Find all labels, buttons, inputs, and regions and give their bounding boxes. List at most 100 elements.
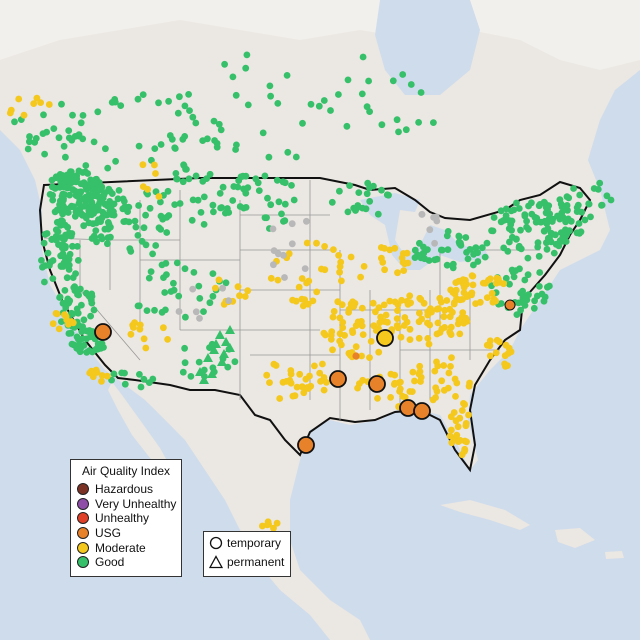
- moderate-monitor-marker: [432, 384, 440, 392]
- good-monitor-marker: [132, 223, 140, 231]
- good-monitor-marker: [40, 111, 47, 119]
- moderate-monitor-marker: [496, 338, 503, 346]
- usg-temporary-monitor[interactable]: [329, 370, 347, 388]
- good-monitor-marker: [163, 271, 170, 278]
- good-monitor-marker: [502, 274, 510, 282]
- moderate-monitor-marker: [360, 263, 368, 270]
- good-monitor-marker: [266, 82, 274, 90]
- moderate-monitor-marker: [377, 313, 384, 321]
- good-monitor-marker: [536, 269, 544, 276]
- moderate-monitor-marker: [320, 329, 328, 337]
- good-monitor-marker: [516, 265, 523, 273]
- moderate-monitor-marker: [465, 382, 473, 390]
- good-monitor-marker: [542, 209, 550, 217]
- good-monitor-marker: [515, 205, 523, 212]
- moderate-monitor-marker: [406, 325, 414, 333]
- good-monitor-marker: [211, 137, 219, 144]
- good-monitor-marker: [170, 279, 177, 287]
- legend-item-good: Good: [71, 555, 181, 570]
- moderate-monitor-marker: [434, 319, 442, 327]
- good-monitor-marker: [173, 175, 180, 183]
- good-monitor-marker: [39, 263, 46, 271]
- moderate-temporary-monitor[interactable]: [376, 329, 394, 347]
- good-permanent-marker: [203, 353, 213, 362]
- good-monitor-marker: [58, 318, 65, 325]
- good-monitor-marker: [210, 208, 217, 216]
- good-monitor-marker: [168, 135, 176, 143]
- good-monitor-marker: [229, 73, 237, 81]
- good-monitor-marker: [590, 185, 598, 192]
- usg-temporary-monitor[interactable]: [368, 375, 386, 393]
- moderate-monitor-marker: [401, 314, 409, 321]
- good-monitor-marker: [231, 358, 239, 366]
- good-monitor-marker: [39, 130, 47, 138]
- good-monitor-marker: [359, 204, 366, 212]
- moderate-monitor-marker: [273, 519, 281, 527]
- good-monitor-marker: [88, 299, 96, 307]
- good-monitor-marker: [55, 134, 63, 142]
- good-permanent-marker: [219, 349, 229, 358]
- good-monitor-marker: [107, 233, 114, 241]
- good-monitor-marker: [431, 256, 439, 264]
- good-monitor-marker: [288, 182, 295, 189]
- good-monitor-marker: [464, 255, 472, 263]
- moderate-monitor-marker: [366, 354, 373, 361]
- good-monitor-marker: [73, 172, 81, 180]
- moderate-monitor-marker: [462, 422, 470, 430]
- usg-temporary-monitor[interactable]: [94, 323, 112, 341]
- moderate-monitor-marker: [374, 395, 381, 402]
- usg-temporary-monitor[interactable]: [297, 436, 315, 454]
- good-monitor-marker: [517, 306, 524, 314]
- good-monitor-marker: [108, 99, 116, 106]
- moderate-monitor-marker: [367, 338, 375, 345]
- moderate-monitor-marker: [274, 276, 282, 284]
- moderate-monitor-marker: [303, 279, 310, 287]
- moderate-monitor-marker: [386, 246, 394, 254]
- good-monitor-marker: [252, 175, 260, 183]
- moderate-monitor-marker: [127, 330, 135, 338]
- moderate-monitor-marker: [329, 346, 336, 354]
- moderate-monitor-marker: [394, 269, 401, 277]
- good-monitor-marker: [182, 165, 190, 173]
- good-permanent-marker: [195, 367, 205, 376]
- no_data-monitor-marker: [418, 211, 426, 218]
- good-monitor-marker: [52, 226, 60, 234]
- good-monitor-marker: [94, 108, 102, 116]
- legend-label: USG: [95, 526, 122, 541]
- good-monitor-marker: [163, 229, 171, 236]
- good-monitor-marker: [536, 283, 543, 290]
- moderate-monitor-marker: [289, 392, 297, 400]
- good-monitor-marker: [525, 291, 532, 299]
- air-quality-legend: Air Quality Index Hazardous Very Unhealt…: [70, 459, 182, 577]
- good-monitor-marker: [521, 212, 529, 220]
- moderate-monitor-marker: [391, 244, 399, 252]
- usg-temporary-monitor[interactable]: [504, 299, 516, 311]
- good-monitor-marker: [67, 203, 75, 211]
- good-monitor-marker: [162, 306, 169, 314]
- good-monitor-marker: [92, 227, 100, 235]
- good-monitor-marker: [607, 196, 615, 204]
- moderate-monitor-marker: [384, 318, 391, 326]
- moderate-monitor-marker: [406, 336, 414, 343]
- good-monitor-marker: [596, 179, 604, 187]
- moderate-monitor-marker: [266, 379, 273, 386]
- no_data-monitor-marker: [303, 217, 310, 225]
- usg-temporary-monitor[interactable]: [413, 402, 431, 420]
- good-monitor-marker: [490, 214, 498, 221]
- permanent-label: permanent: [227, 554, 285, 569]
- moderate-monitor-marker: [136, 321, 144, 329]
- good-monitor-marker: [355, 189, 363, 197]
- moderate-monitor-marker: [463, 438, 470, 446]
- good-monitor-marker: [161, 289, 169, 296]
- good-monitor-marker: [506, 280, 513, 288]
- moderate-monitor-marker: [416, 362, 424, 370]
- moderate-monitor-marker: [263, 521, 271, 529]
- moderate-monitor-marker: [434, 362, 442, 370]
- moderate-monitor-marker: [298, 383, 306, 391]
- good-permanent-marker: [207, 369, 217, 378]
- good-monitor-marker: [563, 202, 571, 209]
- good-monitor-marker: [43, 230, 51, 237]
- good-monitor-marker: [573, 204, 581, 212]
- good-monitor-marker: [187, 373, 195, 380]
- moderate-monitor-marker: [375, 348, 383, 356]
